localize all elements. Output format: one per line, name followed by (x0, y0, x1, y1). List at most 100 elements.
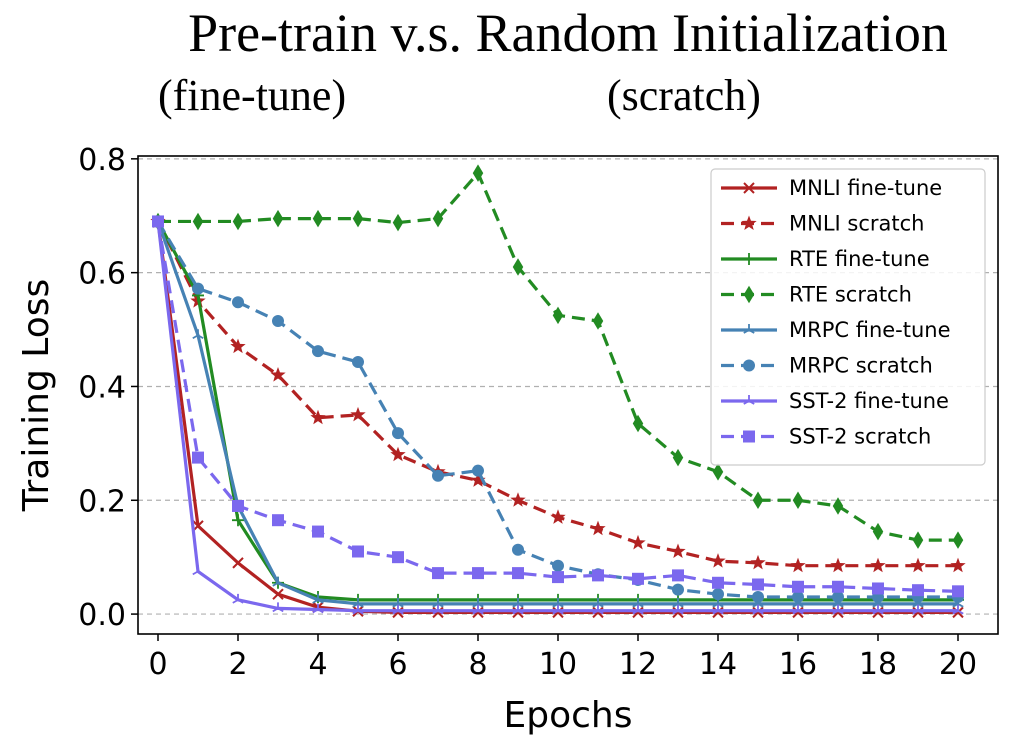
data-point (472, 597, 484, 608)
data-point (312, 345, 324, 358)
legend-marker (743, 182, 755, 194)
series-sst-2-scratch (152, 215, 964, 598)
x-tick-label: 0 (148, 647, 167, 682)
series-sst-2-fine-tune (152, 215, 964, 615)
legend-item: RTE scratch (721, 283, 912, 307)
data-point (952, 531, 964, 549)
legend-label: MRPC fine-tune (789, 318, 951, 342)
data-point (592, 604, 604, 615)
legend-box (710, 168, 986, 466)
data-point (272, 602, 284, 613)
data-point (272, 209, 284, 228)
data-point (312, 593, 324, 604)
legend-marker (743, 253, 755, 265)
data-point (712, 463, 724, 481)
data-point (192, 282, 204, 295)
data-point (832, 497, 844, 515)
legend-item: MNLI fine-tune (721, 176, 942, 200)
data-point (432, 606, 444, 619)
data-point (552, 306, 564, 325)
data-point (712, 604, 724, 615)
data-point (872, 582, 884, 595)
data-point (870, 557, 886, 573)
data-point (630, 534, 646, 550)
x-tick-label: 20 (939, 647, 977, 682)
data-point (872, 604, 884, 615)
data-point (672, 606, 684, 619)
data-point (272, 315, 284, 328)
x-tick-label: 14 (699, 647, 737, 682)
x-tick-label: 12 (619, 647, 657, 682)
legend-label: MNLI fine-tune (789, 176, 942, 200)
data-point (710, 553, 726, 568)
data-point (712, 588, 724, 601)
data-point (392, 213, 404, 232)
data-point (432, 567, 444, 580)
data-point (392, 551, 404, 564)
data-point (472, 604, 484, 615)
data-point (872, 522, 884, 541)
data-point (232, 212, 244, 231)
data-point (272, 514, 284, 527)
legend-item: MRPC scratch (721, 354, 933, 378)
data-point (912, 604, 924, 615)
legend-marker (743, 395, 755, 405)
data-point (552, 604, 564, 615)
subtitle-fine-tune: (fine-tune) (158, 71, 347, 120)
x-tick-label: 4 (308, 647, 327, 682)
legend-marker (743, 324, 755, 334)
data-point (750, 554, 766, 570)
data-point (790, 557, 806, 573)
data-point (232, 593, 244, 604)
data-point (672, 604, 684, 615)
data-point (632, 597, 644, 608)
legend-marker (743, 359, 755, 372)
x-tick-label: 10 (539, 647, 577, 682)
data-point (592, 597, 604, 608)
data-point (832, 604, 844, 615)
data-point (912, 584, 924, 597)
legend-marker (743, 285, 755, 304)
data-point (592, 606, 604, 619)
data-point (672, 448, 684, 467)
data-point (512, 597, 524, 608)
legend-item: RTE fine-tune (721, 247, 930, 271)
data-point (392, 604, 404, 615)
y-tick-label: 0.0 (78, 598, 126, 633)
data-point (912, 531, 924, 549)
data-point (792, 606, 804, 619)
data-point (590, 520, 606, 536)
data-point (392, 427, 404, 440)
data-point (192, 329, 204, 340)
legend-item: SST-2 fine-tune (721, 389, 949, 413)
data-point (352, 355, 364, 368)
data-point (472, 164, 484, 182)
data-point (232, 557, 244, 569)
data-point (592, 312, 604, 330)
data-point (952, 606, 964, 619)
data-point (552, 606, 564, 619)
series-mrpc-scratch (152, 215, 964, 604)
data-point (272, 576, 284, 587)
axis-ticks: 0.0 0.2 0.4 0.6 0.8 0 2 4 6 8 10 12 14 16 18 20 (78, 143, 977, 682)
data-point (352, 597, 364, 608)
y-tick-label: 0.6 (78, 257, 126, 292)
data-point (952, 585, 964, 598)
data-point (472, 464, 484, 477)
data-point (632, 414, 644, 433)
data-point (152, 215, 164, 228)
plot-frame (137, 155, 999, 635)
data-point (310, 409, 326, 425)
data-point (952, 604, 964, 615)
data-point (192, 451, 204, 464)
data-point (632, 572, 644, 585)
data-point (312, 209, 324, 228)
data-point (792, 491, 804, 510)
data-point (352, 604, 364, 615)
data-point (672, 583, 684, 596)
legend-marker (741, 215, 757, 231)
data-point (472, 606, 484, 619)
y-tick-label: 0.2 (78, 484, 126, 519)
data-point (432, 209, 444, 228)
